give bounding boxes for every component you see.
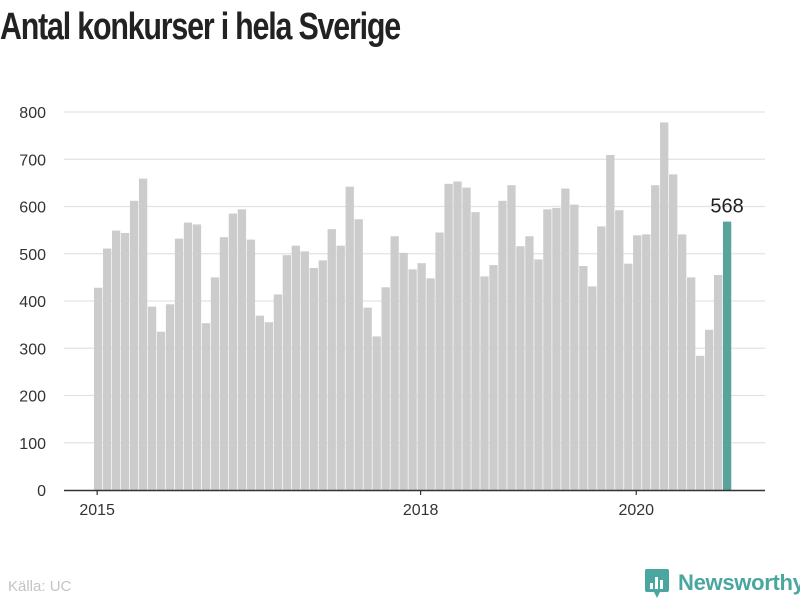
bar	[633, 235, 642, 490]
bar	[255, 315, 265, 490]
bar	[201, 323, 211, 490]
bar	[534, 259, 543, 490]
bar	[669, 174, 678, 490]
bar	[399, 252, 408, 490]
bar	[525, 236, 534, 490]
bar	[390, 236, 399, 490]
bar	[696, 355, 705, 490]
bar	[480, 276, 489, 490]
y-tick-label: 300	[19, 341, 46, 358]
y-tick-label: 700	[19, 152, 46, 169]
x-tick-label: 2020	[618, 502, 654, 519]
bar	[552, 207, 561, 491]
bar	[444, 183, 453, 490]
y-tick-label: 600	[19, 200, 46, 217]
x-tick-label: 2015	[79, 502, 115, 519]
bar	[498, 200, 507, 490]
bar	[606, 155, 615, 490]
bar	[129, 200, 139, 490]
bar	[291, 245, 300, 490]
bars	[94, 122, 732, 491]
bar	[408, 269, 417, 490]
bar	[156, 331, 166, 490]
y-tick-label: 800	[19, 105, 46, 122]
newsworthy-logo-icon	[645, 569, 669, 598]
bar	[435, 232, 444, 491]
bar	[264, 322, 274, 490]
bar	[561, 188, 570, 491]
bar	[507, 185, 516, 491]
bar	[318, 260, 327, 490]
y-tick-label: 400	[19, 294, 46, 311]
bar	[183, 222, 193, 490]
x-tick-label: 2018	[403, 502, 439, 519]
bar	[615, 210, 624, 490]
bar	[543, 209, 552, 490]
bar	[174, 238, 184, 490]
source-credit: Källa: UC	[8, 578, 72, 595]
bar	[579, 266, 588, 490]
chart-title: Antal konkurser i hela Sverige	[0, 6, 401, 48]
bar	[597, 226, 606, 490]
bar	[210, 277, 220, 491]
bar	[704, 329, 714, 490]
bar	[678, 234, 687, 490]
y-tick-label: 100	[19, 436, 46, 453]
bar	[462, 187, 471, 490]
bar	[642, 234, 651, 490]
bar	[713, 275, 723, 490]
bar	[309, 267, 318, 490]
bar	[336, 245, 345, 490]
bar	[300, 251, 309, 490]
bar	[94, 287, 103, 490]
bar	[570, 204, 579, 491]
bar	[192, 224, 202, 490]
highlight-value-label: 568	[710, 196, 743, 218]
y-tick-label: 500	[19, 247, 46, 264]
brand-name: Newsworthy	[678, 570, 800, 595]
bar	[381, 287, 390, 490]
bar	[219, 237, 229, 490]
y-axis-tick-labels: 0 100 200 300 400 500 600 700 800	[19, 105, 46, 500]
bar	[111, 230, 121, 490]
bar	[165, 304, 175, 490]
bar	[471, 212, 480, 491]
bar	[273, 294, 282, 490]
y-tick-label: 200	[19, 389, 46, 406]
bar	[246, 239, 256, 490]
bar	[624, 263, 633, 490]
bar	[345, 186, 354, 490]
y-tick-label: 0	[37, 483, 46, 500]
bar-highlight	[722, 221, 732, 490]
bar	[516, 246, 525, 490]
bar	[453, 181, 462, 490]
bar	[660, 122, 669, 490]
bar	[147, 306, 157, 490]
bar	[417, 263, 426, 490]
bar	[426, 278, 435, 490]
bar	[363, 307, 372, 490]
bar	[687, 277, 696, 491]
bar	[282, 255, 291, 490]
bar	[138, 178, 148, 490]
bar	[489, 265, 498, 490]
bar	[354, 219, 363, 490]
bar	[228, 213, 238, 490]
bar	[588, 286, 597, 490]
brand-logo[interactable]: Newsworthy	[644, 566, 800, 600]
bar	[237, 209, 247, 490]
bar	[327, 229, 336, 490]
bar	[102, 248, 112, 490]
x-axis-ticks: 2015 2018 2020	[79, 490, 654, 519]
bar	[120, 232, 130, 490]
bar	[651, 185, 660, 491]
bar	[372, 336, 381, 490]
